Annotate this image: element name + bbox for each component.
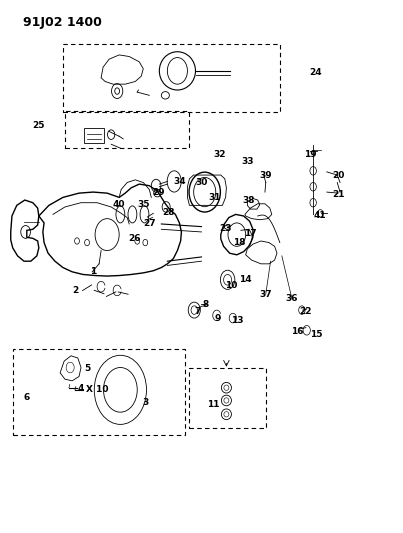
Text: 21: 21 [332, 190, 344, 199]
Bar [189, 368, 266, 427]
Text: 20: 20 [332, 171, 344, 180]
Text: 29: 29 [152, 188, 164, 197]
Text: 38: 38 [242, 196, 255, 205]
Text: 32: 32 [213, 150, 226, 159]
Text: 34: 34 [173, 177, 186, 186]
Text: 27: 27 [143, 220, 156, 229]
Text: 9: 9 [214, 313, 221, 322]
Text: 8: 8 [202, 300, 209, 309]
Text: 11: 11 [207, 400, 220, 409]
Text: 10: 10 [225, 280, 238, 289]
Text: 13: 13 [231, 316, 243, 325]
Text: 25: 25 [33, 121, 45, 130]
Text: 4: 4 [78, 384, 84, 393]
Text: 2: 2 [72, 286, 78, 295]
Text: 22: 22 [300, 307, 312, 316]
Text: 39: 39 [260, 171, 272, 180]
Text: 28: 28 [162, 208, 175, 217]
Text: 31: 31 [208, 193, 220, 202]
Text: 91J02 1400: 91J02 1400 [23, 15, 102, 29]
Text: 41: 41 [314, 212, 326, 221]
Text: 16: 16 [291, 327, 303, 336]
Text: 40: 40 [113, 200, 125, 209]
Text: 24: 24 [310, 68, 322, 77]
Text: 30: 30 [195, 178, 208, 187]
Text: 17: 17 [244, 229, 257, 238]
Bar [13, 349, 185, 435]
Bar [63, 44, 280, 112]
Text: 7: 7 [194, 307, 201, 316]
Text: 18: 18 [233, 238, 246, 247]
Text: 35: 35 [137, 200, 150, 209]
Text: 15: 15 [310, 329, 322, 338]
Text: X 10: X 10 [86, 385, 108, 394]
Bar [65, 111, 189, 149]
Text: 3: 3 [142, 398, 148, 407]
Text: 37: 37 [260, 289, 272, 298]
Text: 14: 14 [239, 275, 252, 284]
Text: 23: 23 [219, 224, 232, 233]
Text: 6: 6 [24, 393, 30, 402]
Text: 36: 36 [286, 294, 298, 303]
Text: 5: 5 [84, 364, 90, 373]
Text: 19: 19 [303, 150, 316, 159]
Text: 1: 1 [90, 268, 96, 276]
Text: 26: 26 [128, 234, 140, 243]
Text: 33: 33 [241, 157, 254, 166]
